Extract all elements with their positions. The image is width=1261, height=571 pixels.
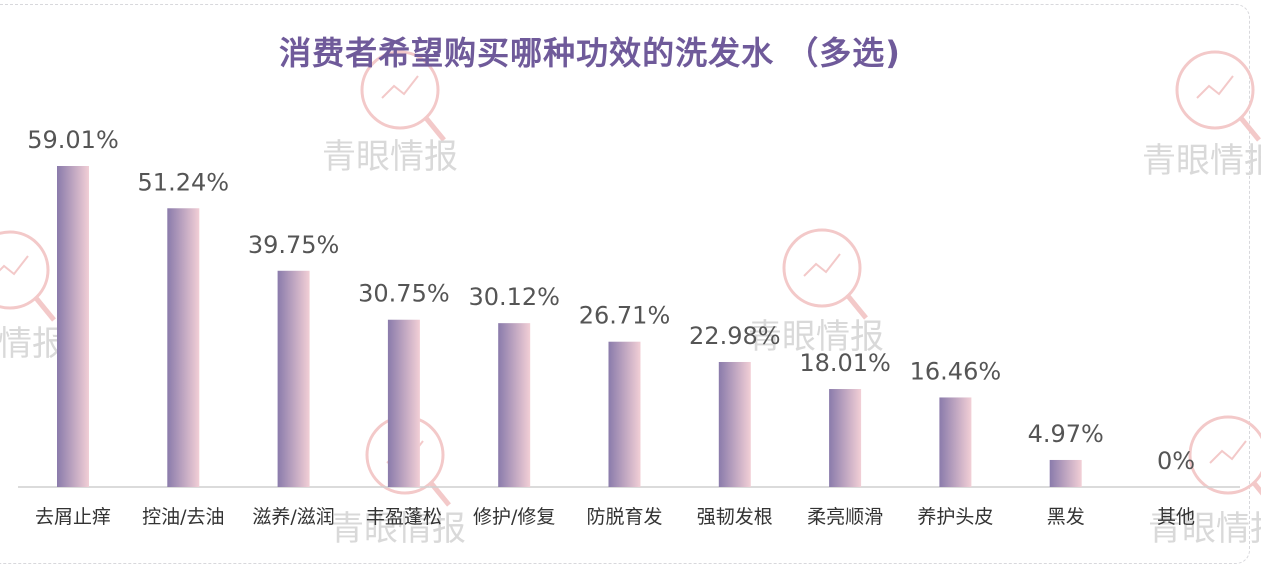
watermark-text: 青眼情报 [1142, 141, 1261, 181]
watermark-magnifier-handle [1252, 481, 1261, 496]
watermark-magnifier-icon [782, 228, 862, 308]
watermark-magnifier-handle [424, 116, 446, 142]
bar-value-label: 59.01% [27, 126, 119, 154]
watermark-magnifier-handle [34, 296, 56, 322]
category-label: 养护头皮 [917, 506, 993, 528]
bar [277, 270, 310, 487]
bar [387, 319, 420, 487]
watermark-text: 青眼情报 [330, 509, 466, 549]
bar-value-label: 22.98% [689, 322, 781, 350]
watermark-text: 青眼情报 [1148, 509, 1261, 549]
category-labels-group: 去屑止痒 控油/去油 滋养/滋润 丰盈蓬松 修护/修复 防脱育发 强韧发根 柔亮顺滑 养护头皮 黑… [35, 506, 1195, 528]
category-label: 修护/修复 [473, 506, 555, 528]
watermark-magnifier-icon [1188, 415, 1261, 495]
bar [498, 323, 531, 487]
category-label: 黑发 [1047, 506, 1085, 528]
bar-value-label: 30.75% [358, 280, 450, 308]
watermark-trend-icon [1209, 440, 1247, 464]
category-label: 防脱育发 [586, 506, 662, 528]
category-label: 去屑止痒 [35, 506, 111, 528]
watermark-text: 青眼情报 [0, 324, 66, 364]
watermark-text: 青眼情报 [748, 317, 884, 357]
bar-value-label: 4.97% [1028, 420, 1104, 448]
watermark-trend-icon [1196, 75, 1234, 99]
chart-title: 消费者希望购买哪种功效的洗发水 （多选) [279, 34, 901, 72]
bar [718, 361, 751, 487]
category-label: 滋养/滋润 [252, 506, 334, 528]
watermark-magnifier-icon [360, 50, 440, 130]
bar-value-label: 0% [1157, 447, 1195, 475]
category-label: 丰盈蓬松 [366, 506, 442, 528]
bar-value-label: 26.71% [579, 302, 671, 330]
bar-value-label: 18.01% [799, 349, 891, 377]
watermark-trend-icon [381, 75, 419, 99]
bar-value-label: 30.12% [468, 283, 560, 311]
watermark-magnifier-handle [1239, 116, 1261, 142]
bar [829, 389, 862, 487]
watermark-trend-icon [0, 255, 29, 276]
watermark-trend-icon [803, 253, 841, 277]
category-label: 强韧发根 [697, 506, 773, 528]
bar [939, 397, 972, 487]
bar-value-label: 39.75% [248, 231, 340, 259]
category-label: 其他 [1157, 506, 1195, 528]
bar [608, 341, 641, 487]
watermark-layer: 青眼情报青眼情报青眼情报青眼情报青眼情报青眼情报 [0, 50, 1261, 549]
bar [57, 166, 89, 487]
value-labels-group: 59.01% 51.24% 39.75% 30.75% 30.12% 26.71% 22.9… [27, 126, 1195, 475]
bar [167, 208, 200, 487]
watermark-magnifier-icon [1175, 50, 1255, 130]
watermark-magnifier-icon [0, 230, 50, 310]
bar-value-label: 16.46% [910, 357, 1002, 385]
bar-value-label: 51.24% [138, 168, 230, 196]
bars-group [57, 166, 1082, 487]
watermark-text: 青眼情报 [322, 137, 458, 177]
watermark-magnifier-handle [846, 294, 868, 320]
bar [1049, 459, 1082, 487]
category-label: 控油/去油 [142, 506, 224, 528]
category-label: 柔亮顺滑 [807, 506, 883, 528]
